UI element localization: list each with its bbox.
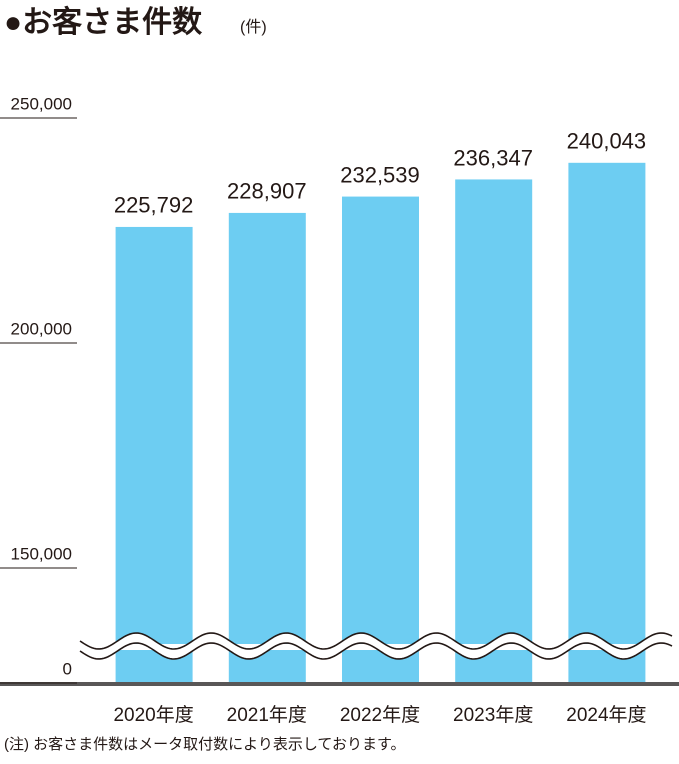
chart-title: ●お客さま件数 (4, 5, 203, 39)
x-tick-label: 2024年度 (566, 704, 646, 726)
break-line (79, 642, 673, 660)
value-label: 225,792 (114, 193, 194, 218)
y-tick-label: 250,000 (11, 94, 72, 113)
value-label: 236,347 (453, 145, 533, 170)
x-tick-label: 2022年度 (340, 704, 420, 726)
unit-label: (件) (240, 18, 267, 36)
bar (228, 212, 306, 683)
x-tick-label: 2023年度 (453, 704, 533, 726)
bar (455, 179, 533, 683)
break-fill (80, 633, 672, 659)
x-tick-label: 2021年度 (227, 704, 307, 726)
y-tick-label: 0 (63, 659, 72, 678)
y-tick-label: 150,000 (11, 544, 72, 563)
value-label: 232,539 (340, 162, 420, 187)
x-tick-label: 2020年度 (113, 704, 193, 726)
bar (342, 196, 419, 683)
value-label: 240,043 (567, 129, 647, 154)
bar (568, 162, 646, 683)
break-line (79, 632, 673, 650)
y-tick-label: 200,000 (11, 319, 72, 338)
bar (115, 226, 193, 683)
value-label: 228,907 (227, 179, 307, 204)
note: (注) お客さま件数はメータ取付数により表示しております。 (4, 736, 405, 753)
